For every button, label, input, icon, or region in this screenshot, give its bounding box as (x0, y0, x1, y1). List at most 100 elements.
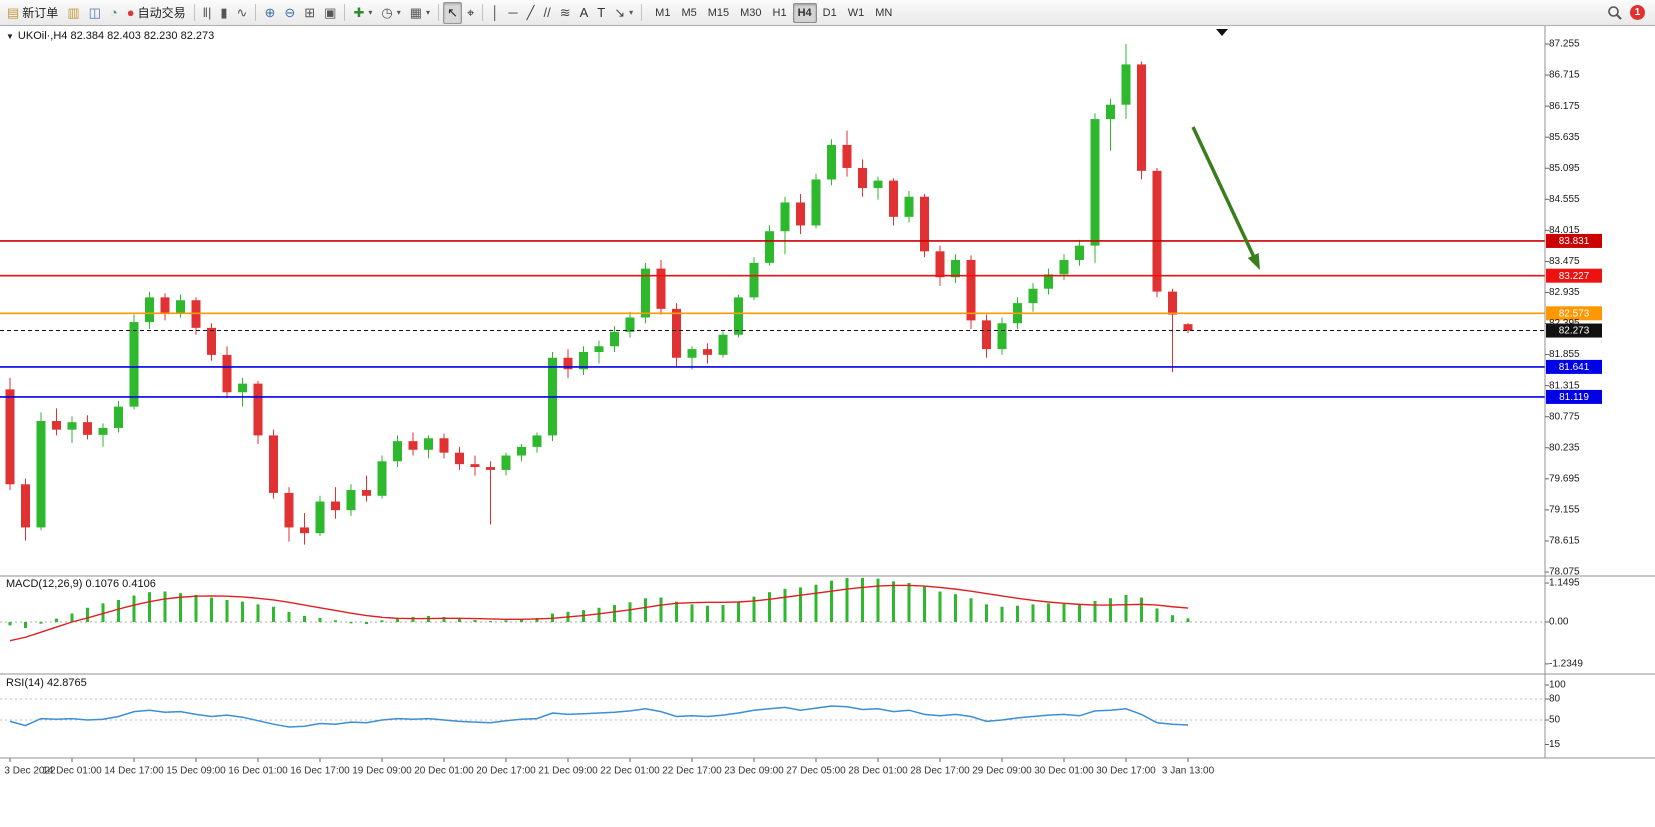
price-axis-label: 86.175 (1549, 101, 1580, 112)
macd-signal-line (9, 584, 1189, 642)
timeframe-group: M1 M5 M15 M30 H1 H4 D1 W1 MN (650, 2, 897, 23)
candle (331, 501, 340, 511)
auto-trading-button[interactable]: ● 自动交易 (123, 2, 190, 24)
templates-icon-glyph: ▦ (409, 5, 423, 20)
dropdown-caret-icon[interactable]: ▾ (426, 8, 431, 17)
price-axis-label: 80.775 (1549, 411, 1580, 422)
dropdown-caret-icon[interactable]: ▾ (396, 8, 401, 17)
price-badge-label: 82.273 (1559, 326, 1590, 337)
timeframe-M5[interactable]: M5 (681, 6, 697, 19)
line-chart-icon[interactable]: ∿ (233, 2, 252, 24)
candle (238, 383, 247, 393)
macd-axis-label: -1.2349 (1549, 659, 1583, 670)
rsi-axis-label: 15 (1549, 739, 1561, 750)
chart-shift-marker-icon[interactable] (1216, 29, 1228, 36)
candle (36, 421, 46, 528)
templates-icon[interactable]: ▦ ▾ (406, 2, 434, 24)
horizontal-line-icon[interactable]: ─ (504, 2, 521, 24)
timeframe-MN[interactable]: MN (875, 6, 893, 19)
timeframe-H1[interactable]: H1 (772, 6, 787, 19)
search-icon[interactable] (1607, 5, 1623, 21)
bar-chart-icon[interactable]: ‖| (199, 2, 216, 24)
symbol-dropdown-icon[interactable]: ▼ (6, 31, 14, 41)
candle (904, 196, 914, 217)
candle (83, 422, 92, 435)
time-axis-label: 20 Dec 17:00 (476, 766, 536, 777)
profiles-icon-glyph: ◫ (88, 5, 101, 20)
period-menu-icon[interactable]: ◷ ▾ (377, 2, 404, 24)
candle (300, 527, 309, 534)
cascade-windows-icon[interactable]: ▣ (320, 2, 340, 24)
channel-icon[interactable]: // (539, 2, 554, 24)
candle (656, 268, 666, 309)
auto-trading-button-label: 自动交易 (137, 6, 186, 20)
rsi-axis-label: 80 (1549, 694, 1561, 705)
time-axis-label: 15 Dec 09:00 (166, 766, 226, 777)
vertical-line-icon[interactable]: │ (487, 2, 503, 24)
rsi-axis-label: 50 (1549, 715, 1561, 726)
candle (889, 180, 898, 217)
timeframe-M15[interactable]: M15 (707, 6, 730, 19)
candle (718, 334, 728, 355)
charts-window-icon[interactable]: ▥ (63, 2, 83, 24)
toolbar: ▤ 新订单 ▥ ◫ ◔ ● 自动交易 ‖| ▮ ∿ ⊕ ⊖ ⊞ ▣ ✚ ▾ ◷ ▾ ▦ ▾ ↖ ⌖ │ ─ ╱//≋ A T ↘ ▾ M1… (0, 0, 1655, 26)
candle (594, 346, 604, 352)
candle (858, 167, 867, 189)
price-badge (1546, 323, 1602, 338)
candle (424, 438, 433, 450)
cursor-icon-glyph: ↖ (447, 5, 458, 20)
profiles-icon[interactable]: ◫ (85, 2, 105, 24)
vertical-line-icon-glyph: │ (491, 5, 500, 20)
label-icon[interactable]: T (593, 2, 609, 24)
tile-windows-icon[interactable]: ⊞ (300, 2, 319, 24)
zoom-in-icon[interactable]: ⊕ (260, 2, 279, 24)
candle (532, 435, 542, 447)
candle (873, 180, 883, 189)
macd-axis-label: 0.00 (1549, 617, 1569, 628)
trend-arrow[interactable] (1191, 126, 1258, 262)
candle (625, 317, 635, 332)
new-order-glyph: ▤ (7, 5, 20, 20)
trend-arrow-head[interactable] (1247, 252, 1260, 270)
price-axis-label: 82.935 (1549, 287, 1580, 298)
trendline-icon[interactable]: ╱ (523, 2, 539, 24)
price-axis-label: 84.015 (1549, 225, 1580, 236)
zoom-out-icon-glyph: ⊖ (284, 5, 296, 20)
timeframe-D1[interactable]: D1 (822, 6, 837, 19)
price-axis-label: 81.855 (1549, 349, 1580, 360)
timeframe-W1[interactable]: W1 (847, 6, 865, 19)
candlestick-chart-icon[interactable]: ▮ (216, 2, 231, 24)
notification-badge[interactable]: 1 (1630, 5, 1645, 20)
bar-chart-icon-glyph: ‖| (202, 5, 212, 20)
arrows-icon[interactable]: ↘ ▾ (610, 2, 637, 24)
dropdown-caret-icon[interactable]: ▾ (368, 8, 373, 17)
candle (703, 349, 712, 355)
timeframe-H4[interactable]: H4 (792, 2, 817, 23)
cursor-icon[interactable]: ↖ (443, 1, 462, 24)
zoom-out-icon[interactable]: ⊖ (280, 2, 299, 24)
candle (253, 383, 263, 436)
time-axis-label: 3 Jan 13:00 (1162, 766, 1215, 777)
new-order-button[interactable]: ▤ 新订单 (3, 2, 62, 24)
text-icon-glyph: A (579, 5, 589, 20)
price-axis-label: 84.555 (1549, 194, 1580, 205)
crosshair-icon[interactable]: ⌖ (463, 2, 478, 24)
candle (765, 231, 774, 263)
fibonacci-icon[interactable]: ≋ (556, 2, 575, 24)
candle (1090, 119, 1100, 246)
timeframe-M30[interactable]: M30 (740, 6, 762, 19)
strategy-tester-icon-glyph: ◔ (109, 5, 118, 20)
text-icon[interactable]: A (576, 2, 593, 24)
timeframe-M1[interactable]: M1 (655, 6, 671, 19)
macd-axis-label: 1.1495 (1549, 578, 1580, 589)
line-chart-icon-glyph: ∿ (236, 5, 248, 20)
price-axis-label: 80.235 (1549, 442, 1580, 453)
fibonacci-icon-glyph: ≋ (559, 5, 571, 20)
chart-canvas[interactable]: 83.831 83.227 82.573 82.273 81.641 81.119 87.2… (0, 26, 1655, 827)
strategy-tester-icon[interactable]: ◔ (106, 2, 122, 24)
new-chart-icon[interactable]: ✚ ▾ (349, 2, 376, 24)
price-axis-label: 82.395 (1549, 318, 1580, 329)
chart-window[interactable]: 83.831 83.227 82.573 82.273 81.641 81.119 87.2… (0, 26, 1655, 827)
dropdown-caret-icon[interactable]: ▾ (629, 8, 634, 17)
candle (997, 323, 1007, 350)
